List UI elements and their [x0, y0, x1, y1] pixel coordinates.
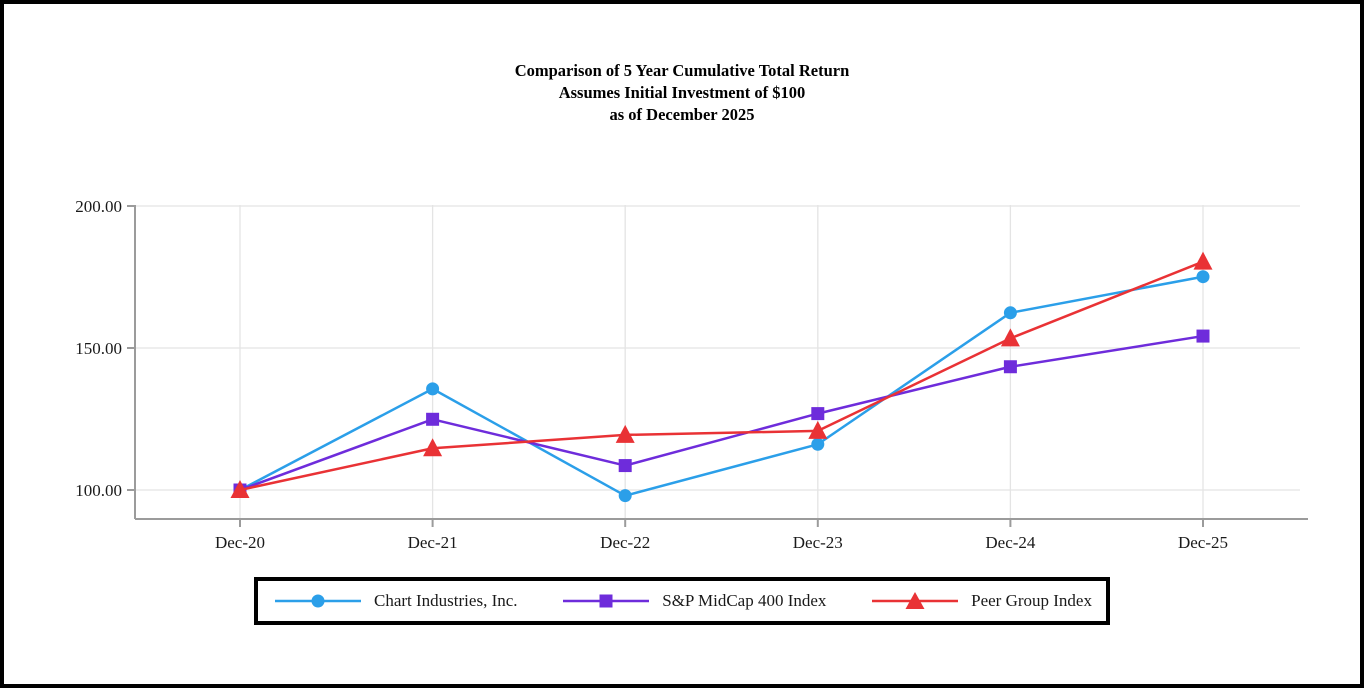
series-line — [239, 275, 1204, 497]
data-point-triangle — [808, 420, 828, 439]
legend-entry-chart-industries: Chart Industries, Inc. — [272, 590, 518, 612]
legend-square-marker — [599, 594, 613, 608]
legend-label: Chart Industries, Inc. — [374, 591, 518, 610]
data-point-triangle — [1193, 251, 1213, 270]
x-tick-label: Dec-24 — [985, 533, 1036, 552]
data-point-square — [426, 412, 440, 426]
x-tick-label: Dec-25 — [1178, 533, 1228, 552]
data-point-square — [1003, 360, 1017, 374]
series-triangle — [230, 251, 1213, 498]
legend-label: Peer Group Index — [971, 591, 1092, 610]
data-point-circle — [426, 382, 440, 396]
x-tick-label: Dec-20 — [215, 533, 265, 552]
y-tick-label: 200.00 — [75, 197, 122, 216]
x-tick-label: Dec-22 — [600, 533, 650, 552]
data-point-triangle — [423, 438, 443, 457]
data-point-triangle — [615, 424, 635, 443]
series-circle — [233, 270, 1210, 503]
series-square — [233, 329, 1210, 497]
chart-title-line-1: Comparison of 5 Year Cumulative Total Re… — [514, 61, 850, 80]
series-line — [239, 260, 1204, 492]
data-point-square — [1196, 329, 1210, 343]
data-point-square — [618, 459, 632, 473]
legend-label: S&P MidCap 400 Index — [662, 591, 827, 610]
chart-title-line-2: Assumes Initial Investment of $100 — [558, 83, 806, 102]
legend-line-triangle-icon — [872, 592, 959, 609]
chart-title: Comparison of 5 Year Cumulative Total Re… — [0, 60, 1364, 126]
data-point-circle — [1196, 270, 1210, 284]
chart-title-line-3: as of December 2025 — [609, 105, 755, 124]
legend-entry-peer-group: Peer Group Index — [869, 590, 1092, 612]
y-tick-label: 100.00 — [75, 481, 122, 500]
chart-legend: Chart Industries, Inc. S&P MidCap 400 In… — [254, 577, 1110, 625]
data-point-triangle — [230, 480, 250, 498]
data-point-circle — [1003, 306, 1017, 320]
legend-entry-sp-midcap: S&P MidCap 400 Index — [560, 590, 826, 612]
y-tick-label: 150.00 — [75, 339, 122, 358]
x-tick-label: Dec-21 — [408, 533, 458, 552]
legend-triangle-marker — [905, 592, 925, 609]
data-point-circle — [811, 437, 825, 451]
legend-line-square-icon — [563, 594, 650, 608]
x-tick-label: Dec-23 — [793, 533, 843, 552]
data-point-triangle — [1000, 328, 1020, 347]
legend-circle-marker — [311, 594, 325, 608]
data-point-square — [811, 407, 825, 421]
series-line — [239, 334, 1204, 492]
data-point-circle — [618, 489, 632, 503]
legend-line-circle-icon — [275, 594, 361, 608]
